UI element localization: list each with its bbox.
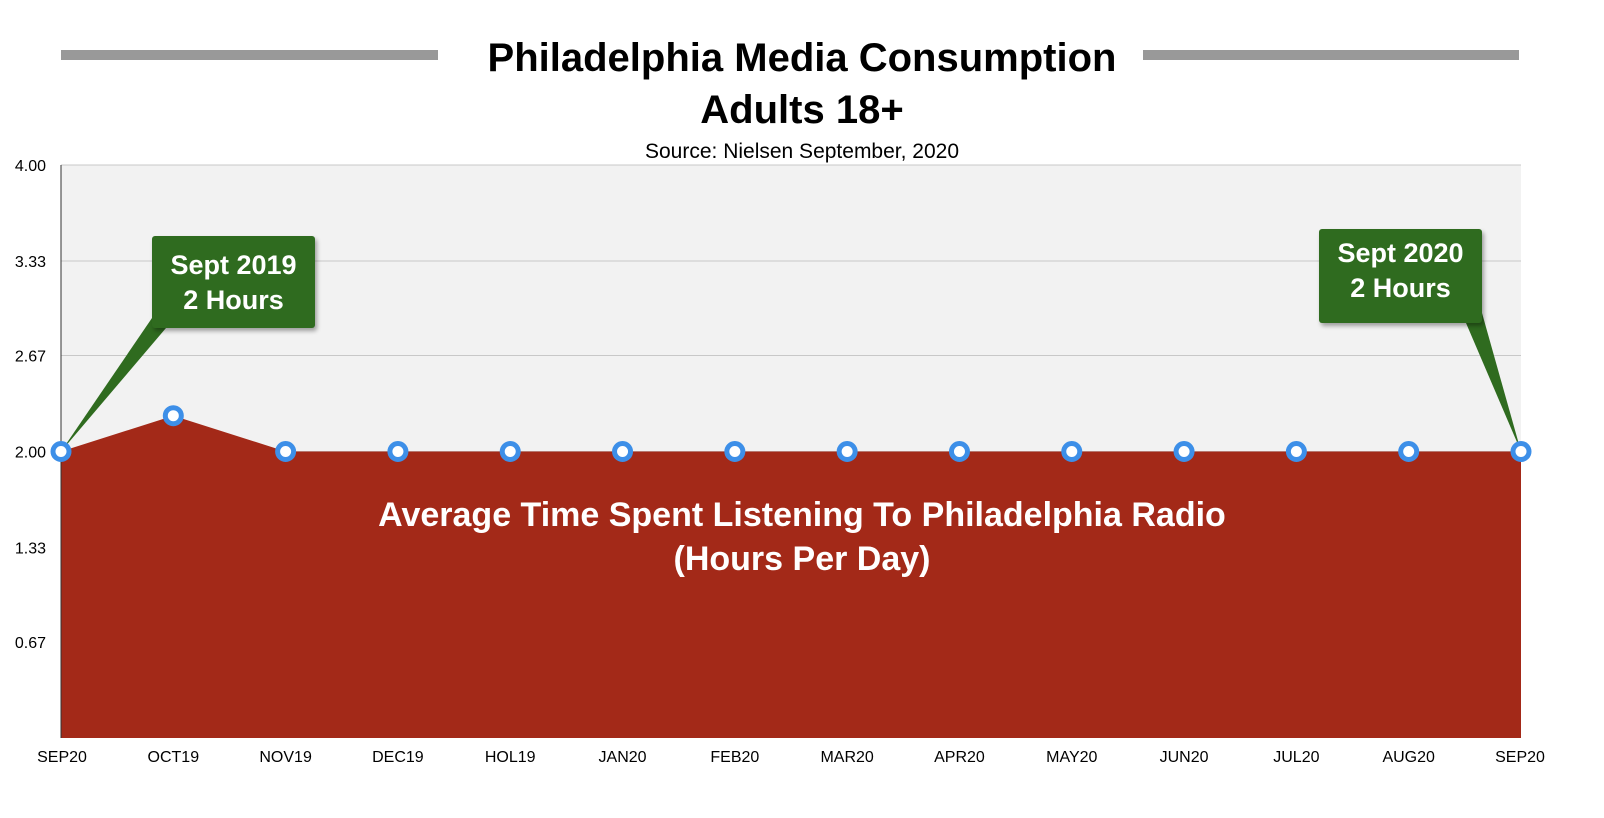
title-bar-right xyxy=(1143,50,1519,60)
area-label-line1: Average Time Spent Listening To Philadel… xyxy=(378,496,1226,534)
callout-sept-2020-line2: 2 Hours xyxy=(1350,273,1451,303)
data-point-11 xyxy=(1285,441,1307,462)
x-tick-label-9: MAY20 xyxy=(1046,749,1097,766)
x-tick-label-5: JAN20 xyxy=(599,749,647,766)
x-tick-label-2: NOV19 xyxy=(259,749,312,766)
y-tick-label-4: 1.33 xyxy=(15,540,46,557)
data-point-4 xyxy=(499,441,521,462)
data-point-13 xyxy=(1510,441,1532,462)
x-tick-label-7: MAR20 xyxy=(820,749,873,766)
title-bar-left xyxy=(61,50,438,60)
callout-pointer-0 xyxy=(61,318,166,452)
x-tick-label-13: SEP20 xyxy=(1495,749,1545,766)
callout-sept-2020: Sept 2020 2 Hours xyxy=(1319,229,1482,323)
x-tick-label-6: FEB20 xyxy=(710,749,759,766)
data-point-12 xyxy=(1398,441,1420,462)
y-tick-label-3: 2.00 xyxy=(15,445,46,462)
callout-sept-2019-line2: 2 Hours xyxy=(183,285,284,315)
chart-subtitle: Source: Nielsen September, 2020 xyxy=(644,140,960,163)
x-tick-label-4: HOL19 xyxy=(485,749,536,766)
y-tick-label-0: 4.00 xyxy=(15,158,46,175)
callout-sept-2019: Sept 2019 2 Hours xyxy=(152,236,315,328)
data-point-2 xyxy=(275,441,297,462)
callout-pointer-1 xyxy=(1466,313,1521,452)
x-tick-label-11: JUL20 xyxy=(1273,749,1319,766)
data-point-9 xyxy=(1061,441,1083,462)
data-point-6 xyxy=(724,441,746,462)
data-point-7 xyxy=(836,441,858,462)
data-point-10 xyxy=(1173,441,1195,462)
series-area xyxy=(61,415,1521,738)
x-tick-label-0: SEP20 xyxy=(37,749,87,766)
chart-title: Philadelphia Media Consumption xyxy=(487,36,1117,80)
data-point-5 xyxy=(612,441,634,462)
x-tick-label-1: OCT19 xyxy=(148,749,200,766)
callout-sept-2020-line1: Sept 2020 xyxy=(1337,238,1464,268)
data-point-0 xyxy=(50,441,72,462)
y-tick-label-2: 2.67 xyxy=(15,349,46,366)
x-tick-label-3: DEC19 xyxy=(372,749,424,766)
y-tick-label-1: 3.33 xyxy=(15,254,46,271)
area-label: Average Time Spent Listening To Philadel… xyxy=(0,493,1604,581)
y-tick-label-5: 0.67 xyxy=(15,635,46,652)
callout-sept-2019-line1: Sept 2019 xyxy=(170,250,297,280)
x-tick-label-12: AUG20 xyxy=(1382,749,1435,766)
x-tick-label-10: JUN20 xyxy=(1160,749,1209,766)
x-tick-label-8: APR20 xyxy=(934,749,985,766)
data-point-1 xyxy=(162,405,184,427)
chart-title-line2: Adults 18+ xyxy=(700,88,904,132)
area-label-line2: (Hours Per Day) xyxy=(673,540,931,578)
data-point-8 xyxy=(948,441,970,462)
data-point-3 xyxy=(387,441,409,462)
